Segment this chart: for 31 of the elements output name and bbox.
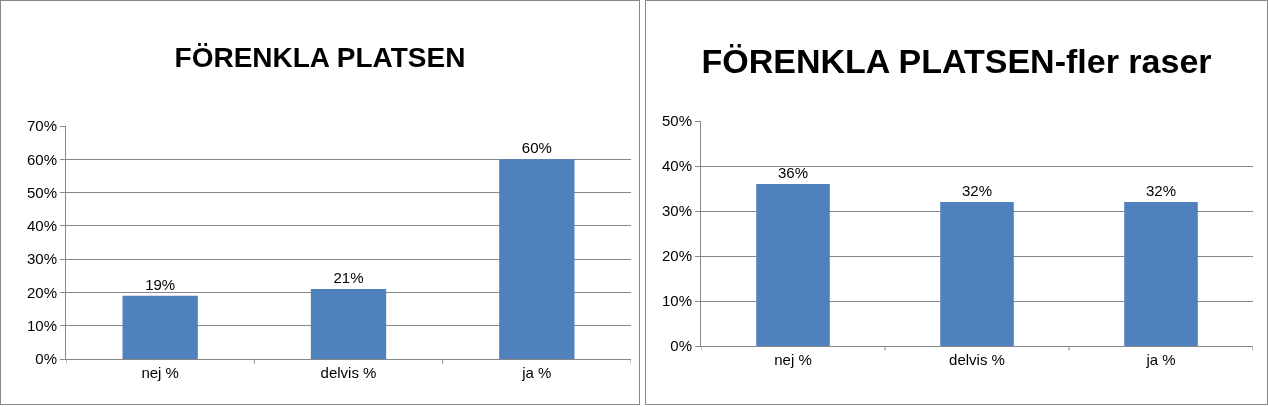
y-tick-label: 70% <box>26 117 57 135</box>
data-label: 36% <box>777 164 809 181</box>
x-tick-label: delvis % <box>320 364 377 381</box>
y-tick-label: 30% <box>26 250 57 268</box>
data-label: 60% <box>521 139 552 157</box>
bar <box>310 289 387 359</box>
data-label: 32% <box>1145 182 1177 199</box>
data-label: 19% <box>145 275 176 293</box>
y-tick-label: 10% <box>661 292 692 310</box>
y-tick-label: 30% <box>661 202 692 220</box>
chart-title: FÖRENKLA PLATSEN-fler raser <box>701 42 1212 81</box>
x-tick-label: nej % <box>141 364 179 381</box>
bar <box>499 159 575 359</box>
y-tick-label: 40% <box>26 217 57 235</box>
data-label: 21% <box>333 269 364 287</box>
data-label: 32% <box>961 182 993 199</box>
y-tick-label: 0% <box>670 337 692 355</box>
x-tick-label: ja % <box>521 364 552 381</box>
y-tick-label: 10% <box>26 316 57 334</box>
y-tick-label: 40% <box>661 157 692 175</box>
x-tick-label: nej % <box>774 351 812 368</box>
y-tick-label: 60% <box>26 150 57 168</box>
x-tick-label: delvis % <box>949 351 1005 368</box>
x-tick-label: ja % <box>1145 351 1176 368</box>
y-tick-label: 50% <box>26 183 57 201</box>
chart-title: FÖRENKLA PLATSEN <box>174 42 466 74</box>
y-tick-label: 0% <box>35 350 57 368</box>
y-tick-label: 50% <box>661 112 692 130</box>
y-tick-label: 20% <box>661 247 692 265</box>
y-tick-label: 20% <box>26 283 57 301</box>
bar <box>122 295 198 359</box>
